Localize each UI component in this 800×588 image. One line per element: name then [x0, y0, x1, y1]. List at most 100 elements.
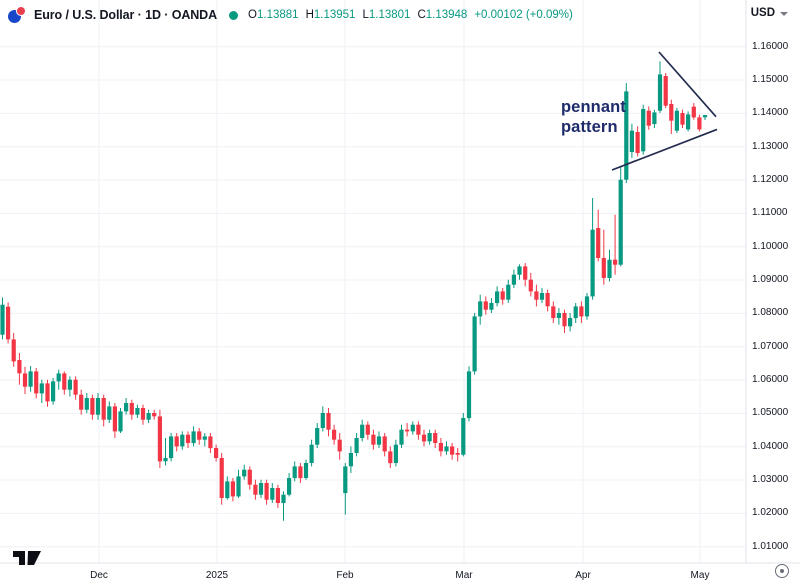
candle-body: [534, 291, 539, 300]
candle-body: [641, 109, 646, 152]
candle-body: [573, 306, 578, 319]
candle-body: [118, 411, 123, 432]
candle-body: [84, 398, 89, 410]
candle-body: [433, 433, 438, 443]
candle-body: [208, 436, 213, 449]
candle-body: [56, 373, 61, 382]
candle-body: [326, 413, 331, 430]
candle-body: [219, 458, 224, 498]
close-label: C: [417, 9, 426, 21]
low-label: L: [362, 9, 369, 21]
candle-body: [214, 448, 219, 458]
candle-body: [601, 258, 606, 278]
us-flag-icon: [16, 5, 26, 16]
candle-body: [157, 416, 162, 462]
pennant-annotation-line2: pattern: [561, 117, 618, 136]
currency-label: USD: [750, 7, 775, 19]
axis-settings-icon[interactable]: [775, 564, 789, 578]
candle-body: [478, 301, 483, 317]
candle-body: [388, 451, 393, 464]
candle-body: [264, 483, 269, 500]
candle-body: [624, 91, 629, 180]
candle-body: [242, 469, 247, 477]
candle-body: [466, 371, 472, 419]
pennant-annotation[interactable]: pennant pattern: [561, 98, 626, 137]
candle-body: [146, 413, 151, 420]
candle-body: [629, 130, 634, 152]
low-value: 1.13801: [368, 9, 411, 21]
candle-body: [652, 112, 657, 125]
candle-body: [135, 408, 140, 415]
tradingview-logo[interactable]: [10, 548, 44, 569]
candle-body: [185, 434, 191, 443]
price-axis-label: 1.06000: [752, 374, 789, 386]
candle-body: [90, 398, 95, 415]
open-label: O: [248, 9, 257, 21]
symbol-header: Euro / U.S. Dollar · 1D · OANDA O1.13881…: [8, 5, 573, 25]
price-axis-label: 1.08000: [752, 307, 789, 319]
price-axis-label: 1.04000: [752, 440, 789, 452]
candle-body: [450, 446, 455, 455]
high-label: H: [305, 9, 314, 21]
candle-body: [197, 431, 202, 440]
candle-body: [635, 132, 640, 153]
price-axis-label: 1.11000: [752, 207, 788, 219]
candle-body: [230, 481, 235, 497]
candle-body: [320, 413, 325, 428]
ohlc-high: H1.13951: [306, 9, 356, 21]
candle-body: [590, 229, 595, 297]
candle-body: [129, 403, 134, 415]
ohlc-open: O1.13881: [248, 9, 299, 21]
candle-body: [73, 379, 78, 395]
time-axis-label: Feb: [336, 570, 354, 581]
price-axis-label: 1.07000: [752, 340, 789, 352]
candle-body: [17, 360, 22, 374]
candle-body: [343, 466, 348, 494]
ohlc-low: L1.13801: [362, 9, 410, 21]
chevron-down-icon: [780, 11, 788, 16]
price-axis-label: 1.15000: [752, 74, 789, 86]
candle-body: [6, 306, 11, 340]
candle-body: [180, 434, 185, 447]
candle-body: [112, 406, 117, 432]
pennant-trendline[interactable]: [611, 128, 718, 171]
currency-selector[interactable]: USD: [751, 7, 788, 19]
candle-body: [67, 379, 72, 390]
price-axis-label: 1.14000: [752, 107, 789, 119]
candle-body: [523, 266, 528, 280]
symbol-title[interactable]: Euro / U.S. Dollar · 1D · OANDA: [34, 8, 218, 22]
open-value: 1.13881: [256, 9, 299, 21]
price-axis[interactable]: 1.16000 1.15000 1.14000 1.13000 1.12000 1.110…: [746, 0, 800, 563]
candle-body: [500, 291, 505, 300]
candle-body: [427, 433, 432, 442]
candle-body: [607, 259, 612, 278]
candle-body: [337, 439, 342, 452]
time-axis[interactable]: Dec 2025 Feb Mar Apr May: [0, 563, 800, 588]
market-status-icon[interactable]: [229, 10, 239, 20]
candle-body: [22, 373, 28, 387]
high-value: 1.13951: [313, 9, 356, 21]
candle-body: [618, 179, 623, 265]
candle-body: [365, 424, 370, 435]
candle-body: [545, 293, 550, 307]
price-axis-label: 1.13000: [752, 140, 789, 152]
candle-body: [596, 228, 601, 258]
candle-body: [663, 76, 668, 106]
candle-body: [562, 313, 567, 327]
candle-body: [354, 438, 359, 453]
candle-body: [281, 494, 286, 503]
candle-body: [298, 466, 303, 479]
candle-body: [225, 481, 230, 499]
price-axis-label: 1.01000: [752, 540, 789, 552]
candle-body: [174, 436, 179, 447]
eurusd-pair-icon: [8, 5, 27, 25]
candle-body: [287, 478, 292, 495]
candle-body: [669, 104, 674, 121]
candle-body: [270, 488, 275, 500]
candle-body: [674, 110, 679, 131]
candle-body: [455, 453, 460, 455]
candle-body: [528, 279, 533, 292]
pennant-trendline[interactable]: [658, 51, 717, 118]
candle-body: [686, 114, 691, 130]
